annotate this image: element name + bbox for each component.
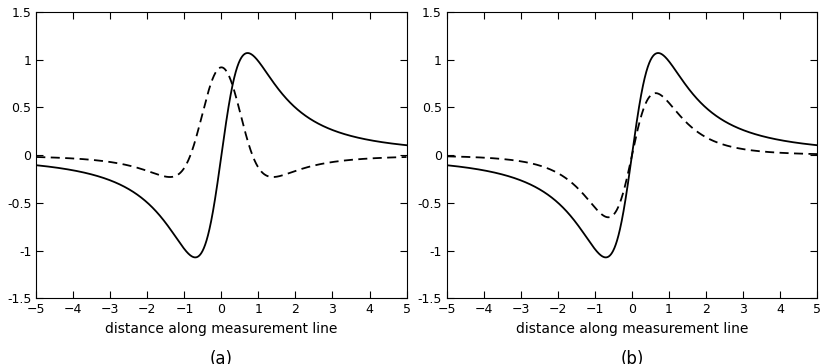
- X-axis label: distance along measurement line: distance along measurement line: [105, 322, 337, 336]
- Text: (b): (b): [619, 350, 643, 364]
- X-axis label: distance along measurement line: distance along measurement line: [515, 322, 748, 336]
- Text: (a): (a): [210, 350, 232, 364]
